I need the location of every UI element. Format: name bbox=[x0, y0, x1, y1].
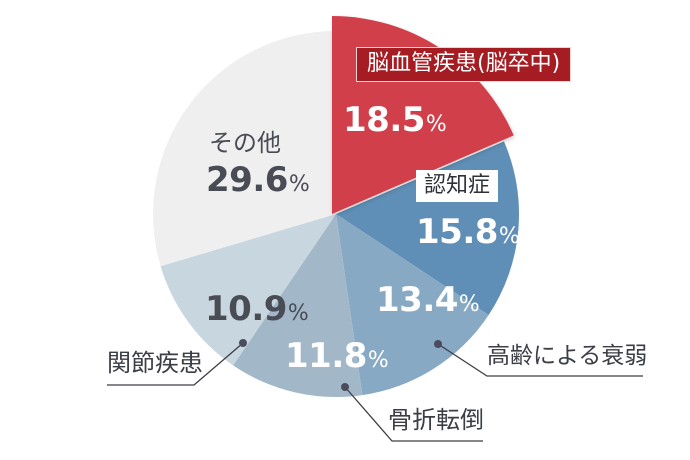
leader-line-frailty bbox=[437, 343, 643, 377]
label-other-name: その他 bbox=[209, 129, 281, 157]
unit: % bbox=[498, 224, 520, 249]
label-fracture-value: 11.8% bbox=[285, 336, 389, 376]
leader-dot-frailty bbox=[434, 340, 442, 348]
label-joint-value: 10.9% bbox=[205, 289, 309, 329]
leader-dot-fracture bbox=[341, 383, 349, 391]
unit: % bbox=[367, 348, 389, 373]
slice-joint bbox=[160, 214, 336, 366]
label-stroke-name: 脳血管疾患(脳卒中) bbox=[356, 47, 572, 82]
value: 18.5 bbox=[343, 100, 425, 140]
slice-other bbox=[153, 31, 336, 267]
value: 10.9 bbox=[205, 289, 287, 329]
leader-dot-joint bbox=[239, 339, 247, 347]
unit: % bbox=[458, 292, 480, 317]
slice-frailty bbox=[336, 214, 489, 396]
value: 13.4 bbox=[376, 280, 458, 320]
leader-line-fracture bbox=[344, 386, 483, 442]
unit: % bbox=[287, 301, 309, 326]
unit: % bbox=[288, 172, 310, 197]
label-dementia-value: 15.8% bbox=[416, 212, 520, 252]
unit: % bbox=[425, 112, 447, 137]
value: 29.6 bbox=[206, 160, 288, 200]
value: 11.8 bbox=[285, 336, 367, 376]
label-other-value: 29.6% bbox=[206, 160, 310, 200]
value: 15.8 bbox=[416, 212, 498, 252]
leader-line-joint bbox=[107, 342, 244, 386]
label-stroke-value: 18.5% bbox=[343, 100, 447, 140]
label-fracture-name: 骨折転倒 bbox=[388, 406, 484, 434]
label-joint-name: 関節疾患 bbox=[107, 349, 203, 377]
leader-lines bbox=[107, 342, 643, 442]
label-frailty-value: 13.4% bbox=[376, 280, 480, 320]
label-dementia-name: 認知症 bbox=[416, 170, 499, 202]
slice-fracture bbox=[233, 214, 363, 397]
label-frailty-name: 高齢による衰弱 bbox=[487, 343, 648, 369]
leader-dots bbox=[239, 339, 442, 391]
